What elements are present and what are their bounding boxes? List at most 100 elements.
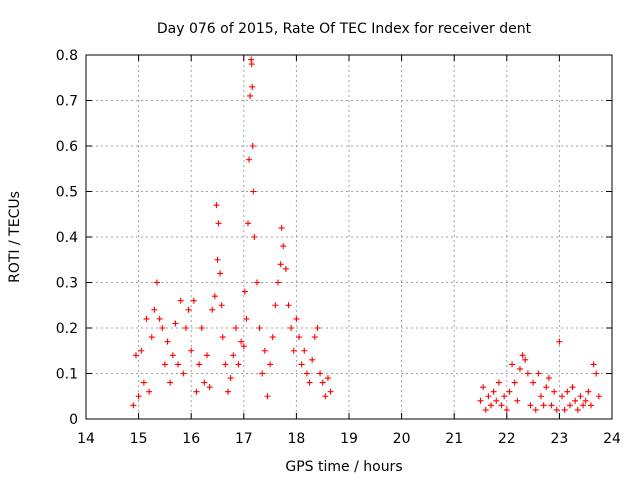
data-point — [314, 325, 321, 331]
data-point — [188, 347, 195, 354]
data-point — [306, 379, 313, 386]
x-tick-label: 17 — [235, 431, 253, 447]
data-point — [230, 352, 237, 359]
y-tick-label: 0.4 — [56, 230, 78, 246]
y-tick-label: 0.1 — [56, 367, 78, 383]
data-point — [269, 334, 276, 341]
data-point — [151, 306, 158, 313]
data-point — [253, 279, 260, 286]
data-point — [545, 375, 552, 382]
data-point — [482, 406, 489, 413]
data-point — [553, 406, 560, 413]
x-tick-label: 19 — [340, 431, 358, 447]
data-points — [130, 56, 602, 413]
data-point — [238, 338, 245, 345]
y-tick-label: 0.5 — [56, 185, 78, 201]
data-point — [559, 393, 566, 400]
data-point — [548, 402, 555, 409]
data-point — [261, 347, 268, 354]
data-point — [480, 384, 487, 391]
data-point — [506, 388, 513, 395]
data-point — [243, 315, 250, 322]
data-point — [249, 143, 256, 149]
data-point — [590, 361, 597, 368]
data-point — [277, 261, 284, 268]
data-point — [503, 406, 510, 413]
data-point — [203, 352, 210, 359]
data-point — [556, 338, 563, 345]
y-tick-label: 0.7 — [56, 94, 78, 110]
data-point — [285, 302, 292, 309]
data-point — [235, 361, 242, 368]
data-point — [495, 379, 502, 386]
data-point — [272, 302, 279, 309]
data-point — [264, 393, 271, 400]
data-point — [256, 325, 263, 331]
data-point — [572, 397, 579, 404]
data-point — [215, 220, 222, 227]
data-point — [514, 397, 521, 404]
data-point — [582, 397, 589, 404]
x-tick-label: 15 — [130, 431, 148, 447]
data-point — [509, 361, 516, 368]
data-point — [477, 397, 484, 404]
x-axis-tick-labels: 14 15 16 17 18 19 20 21 22 23 24 — [77, 431, 621, 447]
y-axis-label: ROTI / TECUs — [7, 191, 23, 283]
x-tick-label: 18 — [287, 431, 305, 447]
x-tick-label: 21 — [445, 431, 463, 447]
data-point — [169, 352, 176, 359]
data-point — [516, 365, 523, 372]
grid — [86, 55, 612, 419]
data-point — [493, 397, 500, 404]
data-point — [167, 379, 174, 386]
data-point — [159, 325, 166, 331]
data-point — [245, 220, 252, 227]
data-point — [225, 388, 232, 395]
data-point — [190, 297, 197, 304]
data-point — [249, 83, 256, 90]
data-point — [537, 393, 544, 400]
y-tick-label: 0.3 — [56, 276, 78, 292]
data-point — [585, 388, 592, 395]
data-point — [564, 388, 571, 395]
data-point — [282, 265, 289, 272]
y-tick-label: 0.8 — [56, 48, 78, 64]
data-point — [209, 306, 216, 313]
data-point — [211, 293, 218, 300]
data-point — [587, 402, 594, 409]
axis-ticks — [85, 54, 613, 420]
data-point — [156, 315, 163, 322]
data-point — [175, 361, 182, 368]
data-point — [322, 393, 329, 400]
data-point — [206, 384, 213, 391]
data-point — [543, 384, 550, 391]
x-axis-label: GPS time / hours — [285, 459, 402, 475]
data-point — [303, 370, 310, 377]
data-point — [580, 402, 587, 409]
data-point — [490, 388, 497, 395]
data-point — [527, 402, 534, 409]
data-point — [324, 375, 331, 382]
x-tick-label: 24 — [603, 431, 621, 447]
data-point — [301, 347, 308, 354]
data-point — [535, 370, 542, 377]
data-point — [180, 370, 187, 377]
data-point — [519, 352, 526, 359]
data-point — [532, 406, 539, 413]
data-point — [143, 315, 150, 322]
data-point — [251, 234, 258, 240]
data-point — [566, 402, 573, 409]
data-point — [274, 279, 281, 286]
data-point — [278, 224, 285, 231]
data-point — [524, 370, 531, 377]
y-tick-label: 0.2 — [56, 321, 78, 337]
data-point — [246, 156, 253, 163]
data-point — [311, 334, 318, 341]
data-point — [138, 347, 145, 354]
data-point — [511, 379, 518, 386]
data-point — [219, 334, 226, 341]
data-point — [577, 393, 584, 400]
chart-title: Day 076 of 2015, Rate Of TEC Index for r… — [157, 21, 532, 37]
data-point — [498, 402, 505, 409]
